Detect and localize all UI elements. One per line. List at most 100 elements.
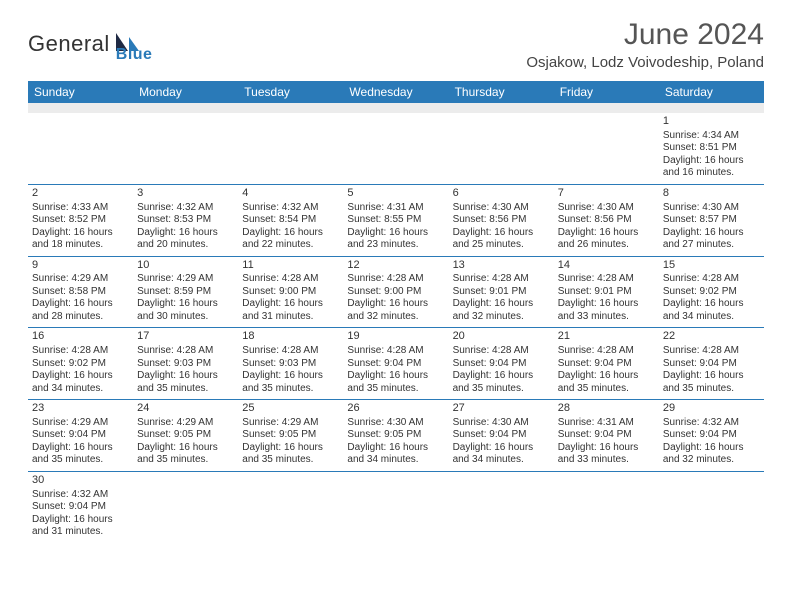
sunrise-text: Sunrise: 4:32 AM — [32, 489, 129, 502]
sunrise-text: Sunrise: 4:28 AM — [663, 273, 760, 286]
daylight-text: and 30 minutes. — [137, 311, 234, 324]
sunset-text: Sunset: 9:03 PM — [137, 358, 234, 371]
calendar-cell: 27Sunrise: 4:30 AMSunset: 9:04 PMDayligh… — [449, 400, 554, 472]
daylight-text: and 35 minutes. — [663, 383, 760, 396]
daylight-text: and 31 minutes. — [242, 311, 339, 324]
sunrise-text: Sunrise: 4:28 AM — [347, 345, 444, 358]
day-number: 2 — [32, 187, 129, 201]
calendar-cell: 2Sunrise: 4:33 AMSunset: 8:52 PMDaylight… — [28, 184, 133, 256]
sunrise-text: Sunrise: 4:34 AM — [663, 130, 760, 143]
daylight-text: Daylight: 16 hours — [242, 298, 339, 311]
daylight-text: Daylight: 16 hours — [663, 155, 760, 168]
sunset-text: Sunset: 9:01 PM — [453, 286, 550, 299]
calendar-cell: 10Sunrise: 4:29 AMSunset: 8:59 PMDayligh… — [133, 256, 238, 328]
sunrise-text: Sunrise: 4:28 AM — [242, 345, 339, 358]
day-number: 1 — [663, 115, 760, 129]
daylight-text: and 35 minutes. — [32, 454, 129, 467]
location: Osjakow, Lodz Voivodeship, Poland — [526, 54, 764, 71]
sunrise-text: Sunrise: 4:28 AM — [242, 273, 339, 286]
calendar-cell — [554, 113, 659, 184]
day-number: 16 — [32, 330, 129, 344]
daylight-text: and 23 minutes. — [347, 239, 444, 252]
day-number: 12 — [347, 259, 444, 273]
calendar-cell: 21Sunrise: 4:28 AMSunset: 9:04 PMDayligh… — [554, 328, 659, 400]
calendar-row: 9Sunrise: 4:29 AMSunset: 8:58 PMDaylight… — [28, 256, 764, 328]
sunrise-text: Sunrise: 4:32 AM — [242, 202, 339, 215]
daylight-text: Daylight: 16 hours — [32, 442, 129, 455]
daylight-text: and 20 minutes. — [137, 239, 234, 252]
calendar-cell — [554, 471, 659, 542]
day-number: 29 — [663, 402, 760, 416]
sunrise-text: Sunrise: 4:33 AM — [32, 202, 129, 215]
daylight-text: and 34 minutes. — [453, 454, 550, 467]
sunset-text: Sunset: 9:05 PM — [137, 429, 234, 442]
day-number: 5 — [347, 187, 444, 201]
sunset-text: Sunset: 8:56 PM — [453, 214, 550, 227]
calendar-cell: 13Sunrise: 4:28 AMSunset: 9:01 PMDayligh… — [449, 256, 554, 328]
calendar-cell: 11Sunrise: 4:28 AMSunset: 9:00 PMDayligh… — [238, 256, 343, 328]
sunset-text: Sunset: 9:00 PM — [347, 286, 444, 299]
day-header: Thursday — [449, 81, 554, 103]
calendar-cell: 4Sunrise: 4:32 AMSunset: 8:54 PMDaylight… — [238, 184, 343, 256]
daylight-text: Daylight: 16 hours — [453, 298, 550, 311]
day-number: 28 — [558, 402, 655, 416]
calendar-cell: 17Sunrise: 4:28 AMSunset: 9:03 PMDayligh… — [133, 328, 238, 400]
daylight-text: Daylight: 16 hours — [347, 227, 444, 240]
daylight-text: Daylight: 16 hours — [347, 442, 444, 455]
daylight-text: and 18 minutes. — [32, 239, 129, 252]
calendar-cell: 14Sunrise: 4:28 AMSunset: 9:01 PMDayligh… — [554, 256, 659, 328]
calendar-cell: 23Sunrise: 4:29 AMSunset: 9:04 PMDayligh… — [28, 400, 133, 472]
logo: General Blue — [28, 24, 152, 64]
daylight-text: and 35 minutes. — [453, 383, 550, 396]
sunset-text: Sunset: 9:04 PM — [453, 429, 550, 442]
sunset-text: Sunset: 9:05 PM — [242, 429, 339, 442]
calendar-cell: 7Sunrise: 4:30 AMSunset: 8:56 PMDaylight… — [554, 184, 659, 256]
sunrise-text: Sunrise: 4:31 AM — [558, 417, 655, 430]
calendar-cell: 3Sunrise: 4:32 AMSunset: 8:53 PMDaylight… — [133, 184, 238, 256]
sunrise-text: Sunrise: 4:29 AM — [32, 417, 129, 430]
calendar-cell — [28, 113, 133, 184]
sunrise-text: Sunrise: 4:29 AM — [32, 273, 129, 286]
day-number: 3 — [137, 187, 234, 201]
calendar-row: 2Sunrise: 4:33 AMSunset: 8:52 PM Daylight… — [28, 184, 764, 256]
sunset-text: Sunset: 9:04 PM — [558, 358, 655, 371]
logo-text-1: General — [28, 31, 110, 57]
day-number: 10 — [137, 259, 234, 273]
sunset-text: Sunset: 8:54 PM — [242, 214, 339, 227]
calendar-cell — [343, 471, 448, 542]
sunrise-text: Sunrise: 4:28 AM — [558, 273, 655, 286]
daylight-text: and 16 minutes. — [663, 167, 760, 180]
daylight-text: and 22 minutes. — [242, 239, 339, 252]
sunset-text: Sunset: 8:52 PM — [32, 214, 129, 227]
sunrise-text: Sunrise: 4:28 AM — [347, 273, 444, 286]
sunset-text: Sunset: 8:53 PM — [137, 214, 234, 227]
sunset-text: Sunset: 9:04 PM — [453, 358, 550, 371]
sunrise-text: Sunrise: 4:31 AM — [347, 202, 444, 215]
daylight-text: Daylight: 16 hours — [453, 370, 550, 383]
logo-text-2: Blue — [116, 46, 153, 64]
daylight-text: Daylight: 16 hours — [347, 370, 444, 383]
calendar-cell — [133, 113, 238, 184]
daylight-text: and 35 minutes. — [242, 454, 339, 467]
day-number: 14 — [558, 259, 655, 273]
sunrise-text: Sunrise: 4:30 AM — [347, 417, 444, 430]
sunset-text: Sunset: 8:56 PM — [558, 214, 655, 227]
sunrise-text: Sunrise: 4:30 AM — [453, 417, 550, 430]
daylight-text: and 35 minutes. — [137, 454, 234, 467]
calendar-cell: 26Sunrise: 4:30 AMSunset: 9:05 PMDayligh… — [343, 400, 448, 472]
sunrise-text: Sunrise: 4:28 AM — [663, 345, 760, 358]
daylight-text: Daylight: 16 hours — [663, 298, 760, 311]
sunset-text: Sunset: 9:05 PM — [347, 429, 444, 442]
daylight-text: Daylight: 16 hours — [32, 514, 129, 527]
calendar-cell — [659, 471, 764, 542]
day-number: 23 — [32, 402, 129, 416]
sunrise-text: Sunrise: 4:29 AM — [137, 417, 234, 430]
sunset-text: Sunset: 9:03 PM — [242, 358, 339, 371]
sunset-text: Sunset: 9:01 PM — [558, 286, 655, 299]
sunset-text: Sunset: 9:04 PM — [663, 429, 760, 442]
calendar-cell: 8Sunrise: 4:30 AMSunset: 8:57 PMDaylight… — [659, 184, 764, 256]
daylight-text: Daylight: 16 hours — [663, 370, 760, 383]
daylight-text: and 25 minutes. — [453, 239, 550, 252]
daylight-text: and 26 minutes. — [558, 239, 655, 252]
day-number: 27 — [453, 402, 550, 416]
